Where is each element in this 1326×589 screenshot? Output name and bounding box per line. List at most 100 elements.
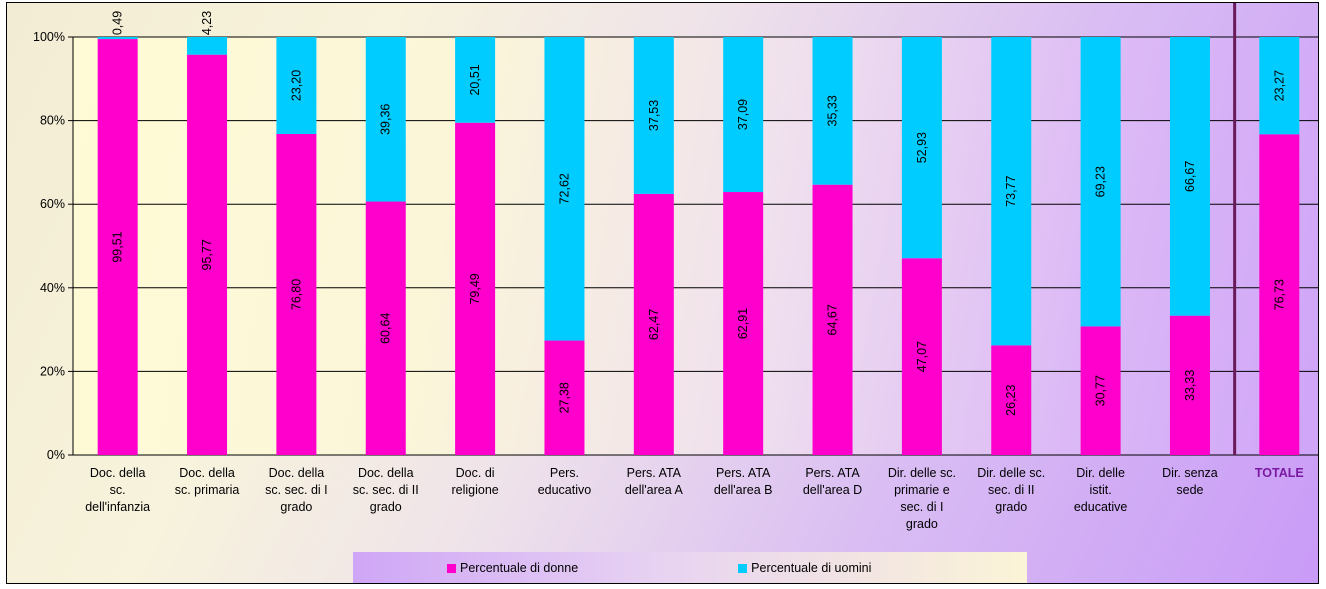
bar-women: [812, 184, 853, 456]
bar-men: [1080, 37, 1121, 327]
data-label-men: 4,23: [200, 11, 214, 35]
data-label-men: 66,67: [1183, 161, 1197, 192]
data-label-women: 76,80: [289, 279, 303, 310]
data-label-men: 37,53: [647, 100, 661, 131]
x-category-label: primarie e: [894, 483, 950, 497]
y-tick-label: 80%: [40, 114, 65, 128]
x-category-label: Doc. della: [358, 466, 414, 480]
data-label-women: 30,77: [1094, 375, 1108, 406]
bar-women: [991, 345, 1032, 455]
data-label-men: 69,23: [1094, 166, 1108, 197]
data-label-women: 26,23: [1004, 384, 1018, 415]
x-category-label: sc. primaria: [175, 483, 240, 497]
x-category-label: Doc. della: [179, 466, 235, 480]
data-label-women: 62,91: [736, 308, 750, 339]
bar-men: [1259, 37, 1300, 135]
bar-men: [455, 37, 496, 123]
chart-frame: 0% 20% 40% 60% 80% 100% 99,51 0,49 Doc. della sc.…: [6, 2, 1319, 584]
data-label-men: 73,77: [1004, 175, 1018, 206]
x-category-label: Pers. ATA: [627, 466, 682, 480]
x-category-label: Dir. senza: [1162, 466, 1218, 480]
x-category-label: dell'area B: [714, 483, 773, 497]
data-label-men: 20,51: [468, 64, 482, 95]
x-category-label: Doc. della: [269, 466, 325, 480]
y-tick-label: 60%: [40, 197, 65, 211]
bar-women: [276, 133, 317, 455]
bar-women: [97, 39, 138, 456]
data-label-men: 23,27: [1272, 70, 1286, 101]
bar-men: [365, 37, 406, 202]
x-category-label: sc. sec. di I: [265, 483, 328, 497]
data-label-women: 79,49: [468, 273, 482, 304]
legend: Percentuale di donne Percentuale di uomi…: [353, 552, 1027, 583]
data-label-men: 23,20: [289, 70, 303, 101]
legend-swatch-men: [738, 563, 748, 573]
bar-men: [991, 37, 1032, 346]
data-label-men: 35,33: [826, 95, 840, 126]
y-tick-label: 20%: [40, 364, 65, 378]
legend-item-women: Percentuale di donne: [447, 561, 578, 575]
data-label-women: 62,47: [647, 309, 661, 340]
bar-women: [1169, 315, 1210, 455]
y-tick-label: 40%: [40, 281, 65, 295]
bar-women: [1080, 326, 1121, 455]
bar-men: [723, 37, 764, 193]
bar-men: [1169, 37, 1210, 316]
data-label-men: 39,36: [379, 104, 393, 135]
x-category-label: grado: [370, 500, 402, 514]
data-label-women: 60,64: [379, 313, 393, 344]
x-category-label: sec. di I: [900, 500, 943, 514]
bar-men: [633, 37, 674, 194]
data-label-women: 64,67: [826, 304, 840, 335]
data-label-women: 95,77: [200, 239, 214, 270]
data-label-men: 0,49: [111, 11, 125, 35]
bar-women: [544, 340, 585, 455]
data-label-men: 52,93: [915, 132, 929, 163]
stacked-bar-chart: 0% 20% 40% 60% 80% 100% 99,51 0,49 Doc. della sc.…: [33, 3, 1318, 531]
legend-label-women: Percentuale di donne: [460, 561, 579, 575]
data-label-women: 27,38: [557, 382, 571, 413]
x-category-label: Pers. ATA: [716, 466, 771, 480]
bar-women: [187, 54, 228, 456]
legend-item-men: Percentuale di uomini: [738, 561, 871, 575]
x-category-label: grado: [906, 517, 938, 531]
x-category-label: religione: [451, 483, 498, 497]
x-category-label: Pers.: [550, 466, 579, 480]
legend-swatch-women: [447, 563, 456, 573]
x-category-label: istit.: [1089, 483, 1111, 497]
data-label-women: 99,51: [111, 231, 125, 262]
data-label-women: 76,73: [1272, 279, 1286, 310]
x-category-label: sede: [1176, 483, 1203, 497]
x-category-label: grado: [995, 500, 1027, 514]
bar-women: [723, 192, 764, 455]
x-category-label: educative: [1074, 500, 1128, 514]
x-category-label: Dir. delle sc.: [888, 466, 956, 480]
x-category-label: Doc. di: [456, 466, 495, 480]
bar-men: [187, 37, 228, 55]
bar-men: [812, 37, 853, 185]
y-tick-label: 0%: [47, 448, 65, 462]
x-category-label: grado: [280, 500, 312, 514]
x-category-label: Dir. delle: [1076, 466, 1125, 480]
x-category-label: sc.: [110, 483, 126, 497]
x-category-label: Pers. ATA: [805, 466, 860, 480]
bar-women: [901, 258, 942, 455]
y-tick-label: 100%: [33, 30, 65, 44]
x-category-label: sc. sec. di II: [353, 483, 419, 497]
x-category-label: dell'area D: [803, 483, 862, 497]
x-category-label: educativo: [538, 483, 592, 497]
bar-women: [1259, 134, 1300, 455]
data-label-men: 37,09: [736, 99, 750, 130]
bar-men: [901, 37, 942, 259]
data-label-women: 47,07: [915, 341, 929, 372]
bar-women: [365, 201, 406, 455]
bar-women: [455, 122, 496, 455]
bar-men: [97, 37, 138, 40]
legend-label-men: Percentuale di uomini: [751, 561, 872, 575]
x-category-label: dell'infanzia: [85, 500, 150, 514]
x-category-label: sec. di II: [988, 483, 1035, 497]
bar-men: [276, 37, 317, 134]
bar-women: [633, 193, 674, 455]
x-category-label: Dir. delle sc.: [977, 466, 1045, 480]
data-label-women: 33,33: [1183, 370, 1197, 401]
